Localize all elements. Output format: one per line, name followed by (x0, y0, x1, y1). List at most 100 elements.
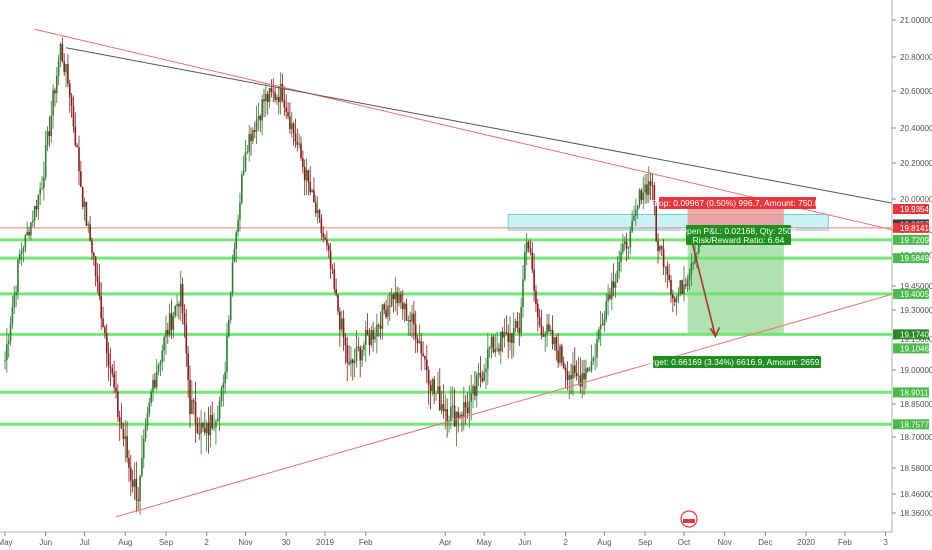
candle-body (41, 187, 43, 189)
candle-body (385, 309, 387, 317)
candle (616, 256, 619, 283)
candle (653, 182, 656, 216)
candle (446, 398, 448, 438)
candle-body (446, 409, 448, 421)
candle (31, 210, 34, 227)
price-axis-label-text: 19.17409 (900, 330, 932, 339)
candle (307, 169, 310, 196)
candle-body (331, 268, 334, 270)
candle-body (211, 415, 213, 429)
candle (605, 292, 608, 323)
candle (646, 173, 648, 204)
y-axis[interactable]: 21.00000 20.80000 20.60000 20.40000 20.20000… (891, 0, 932, 550)
candle (374, 327, 376, 343)
candle-body (662, 248, 665, 268)
candle (387, 295, 389, 326)
candle-body (614, 282, 617, 288)
stop-label[interactable]: Stop: 0.09967 (0.50%) 996.7, Amount: 750… (651, 197, 824, 209)
candle-body (538, 317, 541, 326)
support-trendline[interactable] (115, 293, 894, 518)
candle (115, 370, 117, 399)
price-axis-label-bg (893, 343, 929, 354)
stop-zone[interactable] (687, 209, 784, 228)
candle-body (518, 328, 521, 334)
candle-body (120, 422, 123, 429)
target-zone[interactable] (687, 227, 784, 335)
candle-body (290, 123, 293, 130)
candle (216, 405, 219, 422)
candle (411, 304, 413, 338)
candle-body (474, 386, 476, 396)
candle (525, 233, 528, 266)
candle (337, 294, 339, 316)
candle-body (586, 368, 589, 371)
y-tick-label: 21.00000 (900, 16, 932, 25)
candle (438, 368, 441, 411)
candle (666, 260, 669, 289)
candle (346, 336, 349, 382)
candle (152, 374, 154, 402)
candle-body (44, 145, 47, 178)
candle-body (642, 192, 645, 201)
candle-body (259, 116, 262, 121)
candle (577, 356, 580, 386)
candle-body (17, 259, 19, 293)
price-axis-label: 19.10465 (893, 343, 932, 354)
candle-body (344, 337, 347, 346)
candle-body (155, 371, 158, 388)
candle (392, 292, 395, 313)
candle (537, 298, 539, 332)
candle-body (655, 206, 657, 242)
candle-body (533, 269, 535, 291)
y-tick-label: 18.46000 (900, 490, 932, 499)
candle (117, 383, 119, 422)
candle (68, 79, 71, 113)
x-tick-label: Aug (118, 538, 132, 547)
candle-body (525, 241, 528, 253)
candle-body (289, 116, 291, 130)
candle-body (278, 96, 280, 103)
candle-body (516, 321, 519, 329)
candle (41, 175, 43, 191)
candle-body (15, 292, 17, 295)
price-axis-label-text: 19.40051 (900, 290, 932, 299)
candle-body (572, 365, 574, 379)
candle (191, 380, 193, 414)
candle (126, 421, 128, 463)
pnl-label-text: Open P&L: 0.02168, Qty: 2508 (680, 226, 797, 236)
candle (488, 345, 491, 358)
candle (141, 435, 143, 478)
candle-body (551, 330, 554, 345)
candle (7, 334, 10, 358)
candle-body (416, 338, 419, 344)
candle-body (59, 43, 62, 61)
candle (194, 381, 197, 443)
candle (139, 474, 141, 515)
pnl-label[interactable]: Open P&L: 0.02168, Qty: 2508Risk/Reward … (680, 225, 797, 245)
candle (420, 333, 423, 371)
target-label[interactable]: Target: 0.66169 (3.34%) 6616.9, Amount: … (643, 356, 832, 368)
candle (333, 262, 336, 293)
candle (623, 236, 626, 252)
candle-body (144, 425, 147, 439)
candle (611, 272, 613, 311)
candle-body (107, 353, 110, 366)
candle-body (498, 348, 500, 352)
candle (131, 469, 134, 493)
candle (100, 282, 102, 331)
candle (130, 454, 132, 497)
candle-body (142, 438, 145, 459)
candle (200, 410, 202, 455)
x-axis[interactable]: May Jun Jul Aug Sep 2 Nov 30 2019 Feb Apr May Jun 2 Au… (0, 531, 892, 547)
candle (259, 114, 262, 133)
resistance-trendline[interactable] (34, 28, 894, 231)
candle-body (81, 186, 84, 207)
candle-body (409, 320, 411, 322)
candle-body (296, 141, 299, 145)
price-axis-label: 19.17409 (893, 329, 932, 340)
candle (303, 159, 306, 196)
upper-gray-trendline[interactable] (65, 47, 912, 208)
price-axis-label-bg (893, 329, 929, 340)
candle (278, 86, 280, 115)
